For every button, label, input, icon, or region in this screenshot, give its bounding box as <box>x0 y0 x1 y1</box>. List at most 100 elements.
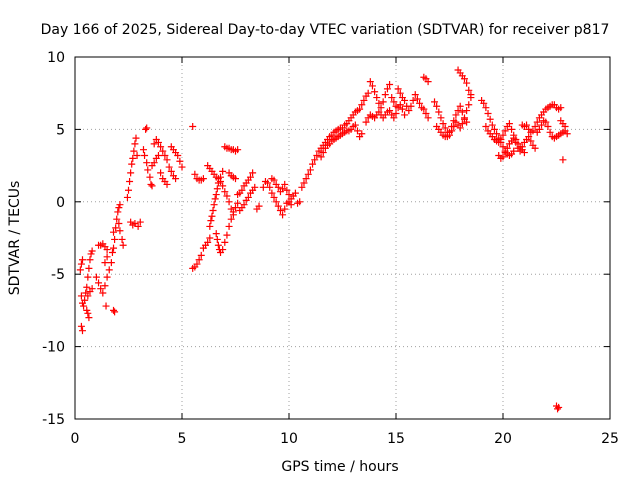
data-point <box>279 211 287 219</box>
data-point <box>221 188 229 196</box>
data-point <box>219 246 227 254</box>
x-tick-label: 0 <box>71 431 80 447</box>
data-point <box>407 102 415 110</box>
data-point <box>458 108 466 116</box>
data-point <box>255 202 263 210</box>
data-point <box>351 121 359 129</box>
data-point <box>84 309 92 317</box>
data-point <box>129 154 137 162</box>
data-point <box>130 147 138 155</box>
data-point <box>99 289 107 297</box>
data-point <box>431 98 439 106</box>
data-point <box>102 302 110 310</box>
data-point <box>244 193 252 201</box>
data-point <box>482 104 490 112</box>
data-point <box>488 121 496 129</box>
grid <box>75 57 610 419</box>
data-point <box>110 228 118 236</box>
data-point <box>119 241 127 249</box>
data-point <box>446 128 453 136</box>
data-point <box>110 244 118 252</box>
data-point <box>232 175 239 183</box>
data-point <box>103 273 111 281</box>
data-point <box>116 227 124 235</box>
x-axis-label: GPS time / hours <box>281 459 398 475</box>
data-point <box>157 169 165 177</box>
data-point <box>405 107 413 115</box>
data-point <box>375 99 383 107</box>
data-point <box>353 127 361 135</box>
data-point <box>460 75 468 83</box>
data-point <box>542 118 550 126</box>
data-point <box>508 125 516 133</box>
data-point <box>259 183 267 191</box>
data-point <box>456 102 464 110</box>
data-point <box>501 127 509 135</box>
data-point <box>154 151 162 159</box>
data-point <box>366 78 374 86</box>
data-point <box>435 108 443 116</box>
data-point <box>422 109 430 117</box>
data-point <box>163 180 171 188</box>
data-point <box>516 147 524 155</box>
y-tick-label: 10 <box>47 50 65 66</box>
data-point <box>111 308 119 316</box>
data-point <box>381 91 389 99</box>
data-point <box>300 179 308 187</box>
data-point <box>377 104 385 112</box>
data-point <box>441 124 449 132</box>
data-point <box>499 153 507 161</box>
data-point <box>411 91 419 99</box>
axis-ticks: 0 5 10 15 20 25 -15 -10 -5 0 5 10 <box>42 50 619 447</box>
data-point <box>433 102 441 110</box>
data-point <box>304 170 312 178</box>
data-point <box>211 195 219 203</box>
y-tick-label: -5 <box>51 267 65 283</box>
data-point <box>88 285 96 293</box>
data-point <box>143 124 151 132</box>
data-point <box>484 109 492 117</box>
data-point <box>270 193 278 201</box>
data-point <box>78 256 86 264</box>
x-tick-label: 20 <box>494 431 512 447</box>
data-point <box>311 156 319 164</box>
data-point <box>174 151 182 159</box>
data-point <box>133 151 141 159</box>
data-point <box>401 111 409 119</box>
data-point <box>398 105 406 113</box>
data-point <box>448 123 456 131</box>
data-point <box>84 292 92 300</box>
data-point <box>143 159 151 167</box>
data-point <box>167 167 175 175</box>
data-point <box>178 163 186 171</box>
data-point <box>493 130 501 138</box>
data-point <box>358 101 366 109</box>
data-point <box>95 279 103 287</box>
plot-frame <box>74 56 611 420</box>
data-point <box>217 178 225 186</box>
data-point <box>161 151 169 159</box>
data-point <box>356 105 364 113</box>
data-point <box>225 222 233 230</box>
y-tick-label: -10 <box>42 340 65 356</box>
data-point <box>80 302 88 310</box>
data-point <box>172 175 180 183</box>
chart-title: Day 166 of 2025, Sidereal Day-to-day VTE… <box>41 22 610 38</box>
data-point <box>84 273 92 281</box>
y-axis-label: SDTVAR / TECUs <box>7 181 23 296</box>
data-points <box>76 66 571 413</box>
data-point <box>139 146 147 154</box>
data-point <box>157 143 165 151</box>
data-point <box>450 117 458 125</box>
data-point <box>148 182 156 190</box>
data-point <box>510 147 518 155</box>
data-point <box>132 134 140 142</box>
data-point <box>105 266 113 274</box>
data-point <box>246 173 254 181</box>
data-point <box>204 238 212 246</box>
data-point <box>396 101 404 109</box>
data-point <box>159 147 167 155</box>
data-point <box>141 151 149 159</box>
data-point <box>92 273 100 281</box>
data-point <box>463 118 471 126</box>
